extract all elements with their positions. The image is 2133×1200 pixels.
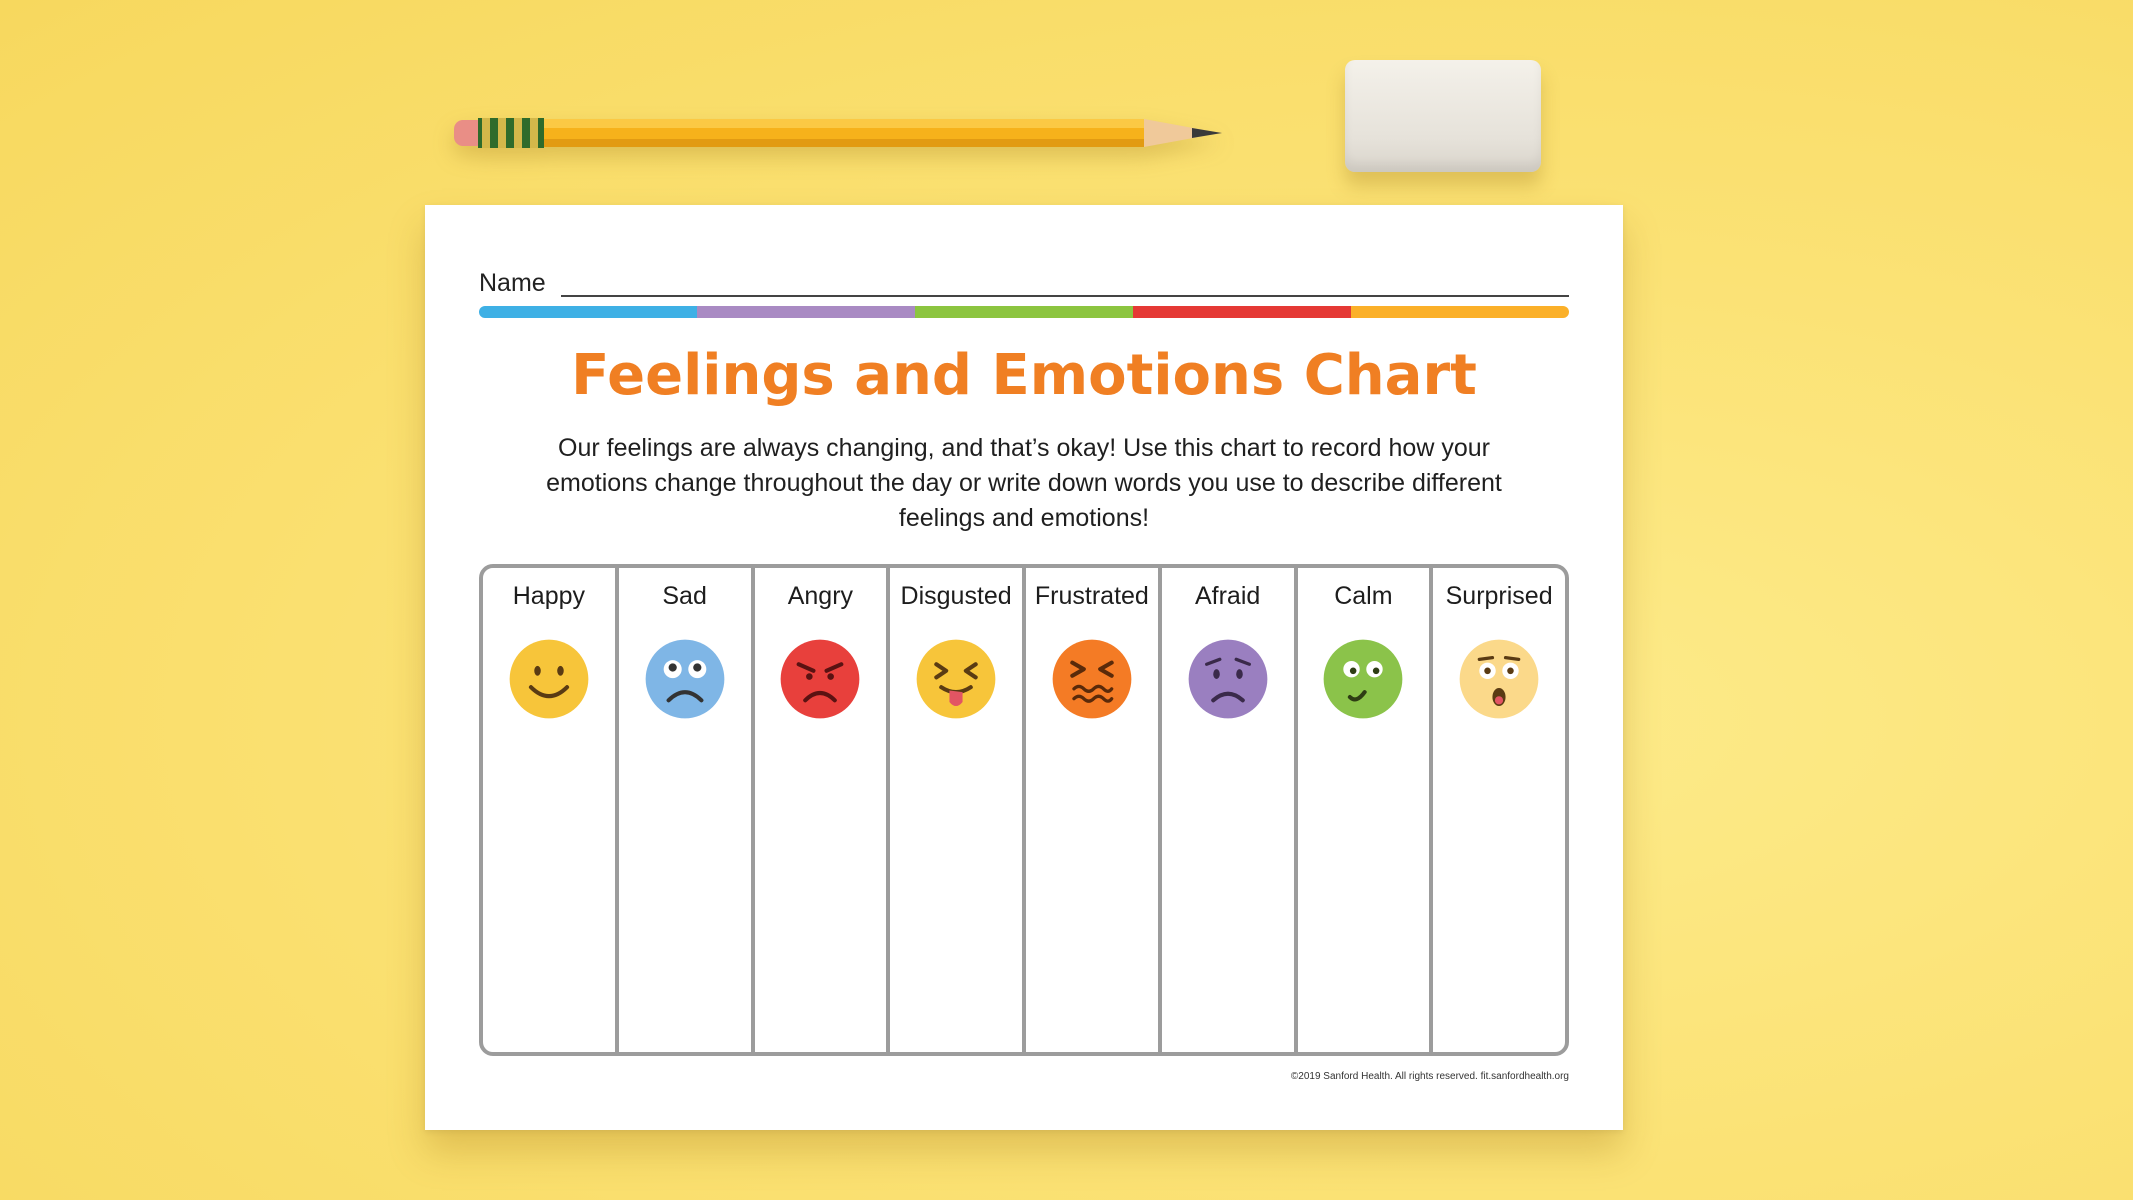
emotion-column-happy[interactable]: Happy: [483, 568, 619, 1052]
disgusted-face-icon: [916, 639, 996, 719]
emotion-label: Afraid: [1194, 582, 1261, 610]
emotion-column-angry[interactable]: Angry: [755, 568, 891, 1052]
color-bar-segment: [915, 306, 1133, 318]
emotion-column-afraid[interactable]: Afraid: [1162, 568, 1298, 1052]
calm-face-icon: [1324, 639, 1403, 719]
pencil-image: [454, 118, 1222, 148]
emotion-column-surprised[interactable]: Surprised: [1433, 568, 1565, 1052]
afraid-face-icon: [1188, 639, 1267, 719]
sad-face-icon: [645, 639, 724, 719]
worksheet: Name Feelings and Emotions Chart Our fee…: [425, 205, 1623, 1130]
emotion-label: Angry: [787, 582, 854, 610]
name-label: Name: [479, 269, 546, 297]
color-bar-segment: [479, 306, 697, 318]
emotion-column-frustrated[interactable]: Frustrated: [1026, 568, 1162, 1052]
emotion-column-calm[interactable]: Calm: [1298, 568, 1434, 1052]
color-bar-segment: [1351, 306, 1569, 318]
emotion-column-sad[interactable]: Sad: [619, 568, 755, 1052]
name-line[interactable]: [561, 295, 1569, 297]
emotion-label: Happy: [512, 582, 585, 610]
color-bar-segment: [1133, 306, 1351, 318]
eraser-image: [1345, 60, 1541, 172]
emotion-label: Surprised: [1445, 582, 1553, 610]
happy-face-icon: [509, 639, 589, 719]
emotion-label: Calm: [1334, 582, 1393, 610]
emotion-column-disgusted[interactable]: Disgusted: [890, 568, 1026, 1052]
color-bar-segment: [697, 306, 915, 318]
emotion-label: Frustrated: [1034, 582, 1149, 610]
color-bar: [479, 306, 1569, 318]
page-title: Feelings and Emotions Chart: [571, 343, 1477, 408]
emotions-table: Happy Sad Angry: [479, 564, 1569, 1056]
copyright-footer: ©2019 Sanford Health. All rights reserve…: [1290, 1071, 1569, 1082]
surprised-face-icon: [1459, 639, 1539, 719]
frustrated-face-icon: [1052, 639, 1132, 719]
emotion-label: Sad: [662, 582, 707, 610]
emotion-label: Disgusted: [900, 582, 1012, 610]
name-row: Name: [479, 269, 1569, 299]
description-text: Our feelings are always changing, and th…: [546, 434, 1502, 532]
angry-face-icon: [781, 639, 860, 719]
